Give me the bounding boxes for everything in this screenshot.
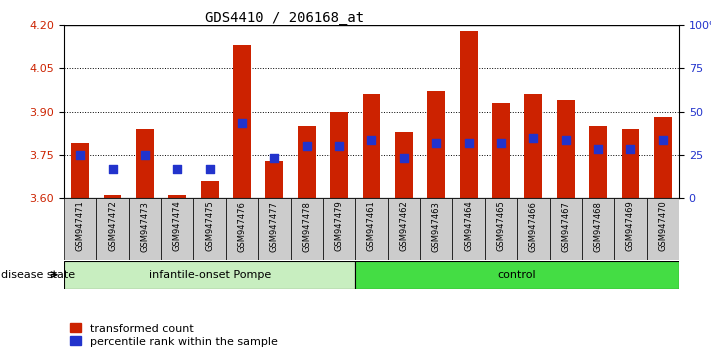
Text: GSM947468: GSM947468	[594, 201, 603, 252]
Bar	[193, 198, 226, 260]
Bar	[525, 94, 542, 198]
Bar	[323, 198, 356, 260]
Point	[560, 138, 572, 143]
Bar	[420, 198, 452, 260]
Text: GSM947472: GSM947472	[108, 201, 117, 251]
Text: GSM947475: GSM947475	[205, 201, 214, 251]
Point	[431, 141, 442, 146]
Bar	[614, 198, 646, 260]
Point	[236, 120, 247, 126]
Point	[75, 152, 86, 158]
Text: GSM947469: GSM947469	[626, 201, 635, 251]
Text: GSM947470: GSM947470	[658, 201, 668, 251]
Bar	[492, 103, 510, 198]
Bar	[161, 198, 193, 260]
Bar	[550, 198, 582, 260]
Bar	[485, 198, 517, 260]
Bar	[363, 94, 380, 198]
Bar	[265, 161, 283, 198]
Point	[269, 155, 280, 161]
Point	[496, 141, 507, 146]
Bar	[291, 198, 323, 260]
Bar	[104, 195, 122, 198]
Bar	[226, 198, 258, 260]
Bar	[233, 45, 251, 198]
Bar	[582, 198, 614, 260]
Point	[463, 141, 474, 146]
Text: GDS4410 / 206168_at: GDS4410 / 206168_at	[205, 11, 364, 25]
Bar	[395, 132, 413, 198]
Text: GSM947461: GSM947461	[367, 201, 376, 251]
Point	[333, 143, 345, 149]
Bar	[387, 198, 420, 260]
Bar	[169, 195, 186, 198]
Point	[107, 166, 118, 172]
Point	[528, 135, 539, 140]
Point	[139, 152, 151, 158]
Bar	[356, 198, 387, 260]
Text: GSM947471: GSM947471	[75, 201, 85, 251]
Text: GSM947466: GSM947466	[529, 201, 538, 252]
Bar	[201, 181, 218, 198]
Bar	[64, 198, 97, 260]
Bar	[258, 198, 291, 260]
Bar	[557, 100, 574, 198]
Legend: transformed count, percentile rank within the sample: transformed count, percentile rank withi…	[70, 323, 277, 347]
Text: GSM947476: GSM947476	[237, 201, 247, 252]
Text: disease state: disease state	[1, 270, 75, 280]
Point	[625, 146, 636, 152]
Bar	[517, 198, 550, 260]
Text: GSM947464: GSM947464	[464, 201, 473, 251]
Text: GSM947473: GSM947473	[140, 201, 149, 252]
Point	[171, 166, 183, 172]
Bar	[136, 129, 154, 198]
Bar	[654, 117, 672, 198]
Bar	[589, 126, 607, 198]
Text: GSM947474: GSM947474	[173, 201, 182, 251]
Bar	[460, 30, 478, 198]
Point	[592, 146, 604, 152]
Bar	[646, 198, 679, 260]
Text: GSM947462: GSM947462	[400, 201, 408, 251]
Bar	[452, 198, 485, 260]
Text: GSM947478: GSM947478	[302, 201, 311, 252]
Bar	[298, 126, 316, 198]
Text: GSM947465: GSM947465	[496, 201, 506, 251]
Text: GSM947477: GSM947477	[270, 201, 279, 252]
Point	[398, 155, 410, 161]
Point	[365, 138, 377, 143]
Bar	[621, 129, 639, 198]
Bar	[356, 261, 679, 289]
Text: infantile-onset Pompe: infantile-onset Pompe	[149, 270, 271, 280]
Text: control: control	[498, 270, 537, 280]
Bar	[129, 198, 161, 260]
Bar	[97, 198, 129, 260]
Text: GSM947463: GSM947463	[432, 201, 441, 252]
Point	[657, 138, 668, 143]
Point	[204, 166, 215, 172]
Bar	[71, 143, 89, 198]
Bar	[64, 261, 356, 289]
Text: GSM947467: GSM947467	[561, 201, 570, 252]
Bar	[330, 112, 348, 198]
Point	[301, 143, 312, 149]
Text: GSM947479: GSM947479	[335, 201, 343, 251]
Bar	[427, 91, 445, 198]
